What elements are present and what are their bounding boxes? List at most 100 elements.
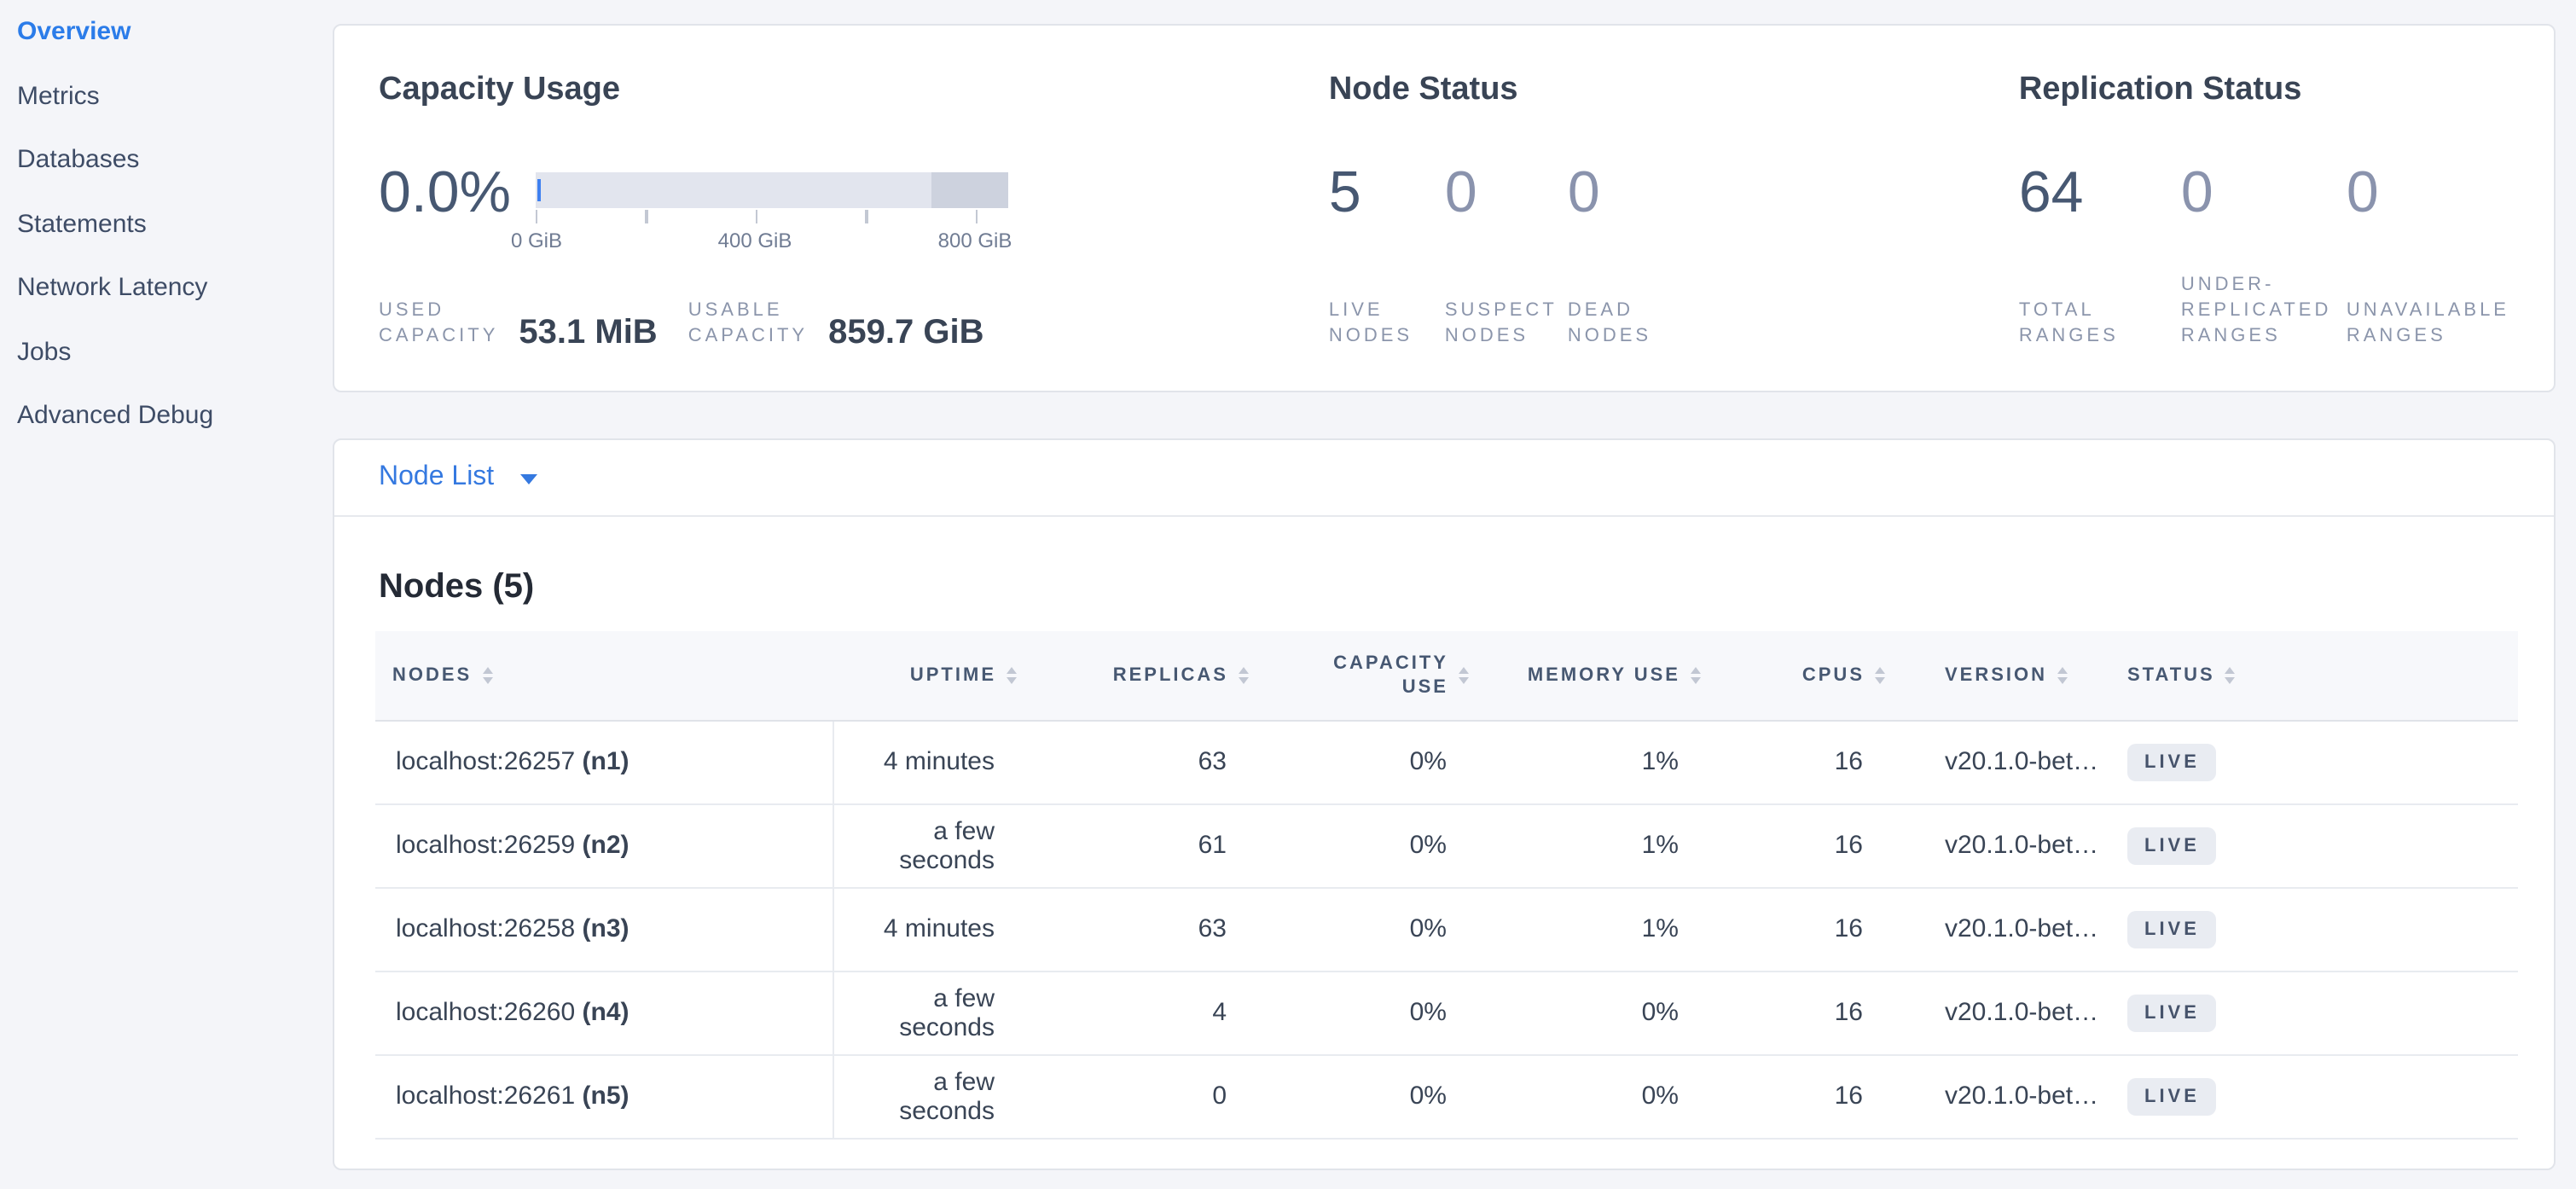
uptime-cell: 4 minutes: [883, 747, 995, 776]
capacity-gauge-axis-ticks: [535, 210, 1007, 225]
column-header-nodes[interactable]: NODES: [375, 631, 833, 721]
sidebar-item-databases[interactable]: Databases: [0, 128, 333, 192]
version-cell: v20.1.0-bet…: [1945, 831, 2099, 860]
column-label: CAPACITY USE: [1333, 652, 1448, 698]
sort-icon: [2057, 666, 2068, 684]
table-row[interactable]: localhost:26260 (n4) a few seconds 4 0% …: [375, 971, 2518, 1054]
cpus-cell: 16: [1834, 1082, 1863, 1111]
replicas-cell: 63: [1198, 747, 1227, 776]
capacity-gauge-bar: [535, 172, 1007, 208]
table-row[interactable]: localhost:26257 (n1) 4 minutes 63 0% 1% …: [375, 720, 2518, 803]
usable-capacity-value: 859.7 GiB: [828, 314, 984, 351]
usable-capacity-label: USABLE CAPACITY: [688, 300, 809, 346]
total-ranges-label: TOTAL RANGES: [2018, 300, 2119, 346]
capacity-gauge-axis-labels: 0 GiB 400 GiB 800 GiB: [511, 229, 1012, 252]
table-row[interactable]: localhost:26261 (n5) a few seconds 0 0% …: [375, 1054, 2518, 1138]
column-label: CPUS: [1801, 664, 1865, 686]
sidebar-item-label: Advanced Debug: [17, 401, 214, 431]
uptime-cell: a few seconds: [899, 983, 995, 1041]
sort-icon: [2225, 666, 2236, 684]
uptime-cell: a few seconds: [899, 1067, 995, 1125]
version-cell: v20.1.0-bet…: [1945, 747, 2099, 776]
sidebar-item-label: Metrics: [17, 81, 100, 111]
sidebar-item-network-latency[interactable]: Network Latency: [0, 256, 333, 320]
capacity-use-cell: 0%: [1409, 831, 1447, 860]
table-row[interactable]: localhost:26258 (n3) 4 minutes 63 0% 1% …: [375, 887, 2518, 971]
sidebar-item-statements[interactable]: Statements: [0, 192, 333, 256]
node-list-card: Node List Nodes (5) NODES UPTIM: [333, 438, 2556, 1169]
dead-nodes-value: 0: [1567, 160, 1600, 225]
node-address-link[interactable]: localhost:26260 (n4): [396, 998, 629, 1027]
dead-nodes-label: DEAD NODES: [1567, 300, 1652, 346]
column-header-capacity-use[interactable]: CAPACITY USE: [1249, 631, 1469, 721]
node-address-link[interactable]: localhost:26261 (n5): [396, 1082, 629, 1111]
column-label: STATUS: [2127, 664, 2215, 686]
column-header-replicas[interactable]: REPLICAS: [1017, 631, 1249, 721]
sidebar-item-overview[interactable]: Overview: [0, 0, 333, 64]
status-badge: LIVE: [2127, 743, 2217, 780]
node-list-dropdown-label: Node List: [379, 462, 495, 491]
node-id: (n2): [582, 831, 629, 860]
capacity-gauge-nonusable-segment: [931, 172, 1007, 208]
node-address: localhost:26261: [396, 1082, 576, 1111]
node-id: (n5): [582, 1082, 629, 1111]
node-list-strip: Node List: [334, 440, 2554, 517]
nodes-heading: Nodes (5): [379, 568, 535, 606]
status-badge: LIVE: [2127, 910, 2217, 948]
table-row[interactable]: localhost:26259 (n2) a few seconds 61 0%…: [375, 803, 2518, 887]
version-cell: v20.1.0-bet…: [1945, 914, 2099, 943]
under-replicated-ranges-value: 0: [2180, 160, 2213, 225]
used-capacity-value: 53.1 MiB: [519, 314, 658, 351]
live-nodes-value: 5: [1328, 160, 1361, 225]
node-status-title: Node Status: [1328, 72, 1518, 107]
version-cell: v20.1.0-bet…: [1945, 998, 2099, 1027]
nodes-table: NODES UPTIME REPLICAS CAPACITY USE MEMOR: [375, 631, 2518, 1139]
memory-use-cell: 1%: [1641, 831, 1679, 860]
column-header-memory-use[interactable]: MEMORY USE: [1469, 631, 1701, 721]
capacity-gauge: 0 GiB 400 GiB 800 GiB: [511, 172, 1012, 252]
node-address: localhost:26257: [396, 747, 576, 776]
node-address: localhost:26258: [396, 914, 576, 943]
uptime-cell: a few seconds: [899, 816, 995, 874]
capacity-use-cell: 0%: [1409, 1082, 1447, 1111]
axis-label-0gib: 0 GiB: [510, 229, 563, 252]
cluster-summary-card: Capacity Usage 0.0% 0 GiB 400 Gi: [333, 24, 2556, 392]
sort-icon: [1459, 666, 1469, 684]
status-badge: LIVE: [2127, 1077, 2217, 1115]
column-header-version[interactable]: VERSION: [1885, 631, 2107, 721]
sidebar-item-advanced-debug[interactable]: Advanced Debug: [0, 384, 333, 448]
column-header-uptime[interactable]: UPTIME: [833, 631, 1017, 721]
suspect-nodes-value: 0: [1444, 160, 1477, 225]
memory-use-cell: 1%: [1641, 747, 1679, 776]
node-status-panel: Node Status 5 0 0 LIVE NODES SUSPECT NOD…: [1329, 70, 2019, 350]
node-address: localhost:26260: [396, 998, 576, 1027]
sidebar-item-jobs[interactable]: Jobs: [0, 320, 333, 384]
axis-label-400gib: 400 GiB: [717, 229, 792, 252]
node-list-dropdown[interactable]: Node List: [379, 462, 537, 493]
node-address-link[interactable]: localhost:26257 (n1): [396, 747, 629, 776]
replicas-cell: 63: [1198, 914, 1227, 943]
sidebar-item-label: Jobs: [17, 337, 72, 367]
replicas-cell: 61: [1198, 831, 1227, 860]
capacity-use-cell: 0%: [1409, 747, 1447, 776]
sidebar: Overview Metrics Databases Statements Ne…: [0, 0, 333, 1189]
node-address-link[interactable]: localhost:26258 (n3): [396, 914, 629, 943]
cpus-cell: 16: [1834, 914, 1863, 943]
sidebar-item-metrics[interactable]: Metrics: [0, 64, 333, 128]
node-id: (n1): [582, 747, 629, 776]
capacity-use-cell: 0%: [1409, 998, 1447, 1027]
column-header-status[interactable]: STATUS: [2107, 631, 2518, 721]
cpus-cell: 16: [1834, 831, 1863, 860]
capacity-percent: 0.0%: [379, 160, 511, 225]
live-nodes-label: LIVE NODES: [1328, 300, 1413, 346]
version-cell: v20.1.0-bet…: [1945, 1082, 2099, 1111]
column-header-cpus[interactable]: CPUS: [1701, 631, 1885, 721]
memory-use-cell: 0%: [1641, 1082, 1679, 1111]
sidebar-item-label: Statements: [17, 209, 147, 239]
capacity-gauge-used-tick: [537, 179, 540, 201]
sort-icon: [482, 666, 493, 684]
unavailable-ranges-label: UNAVAILABLE RANGES: [2346, 300, 2509, 346]
table-header-row: NODES UPTIME REPLICAS CAPACITY USE MEMOR: [375, 631, 2518, 721]
node-address-link[interactable]: localhost:26259 (n2): [396, 831, 629, 860]
